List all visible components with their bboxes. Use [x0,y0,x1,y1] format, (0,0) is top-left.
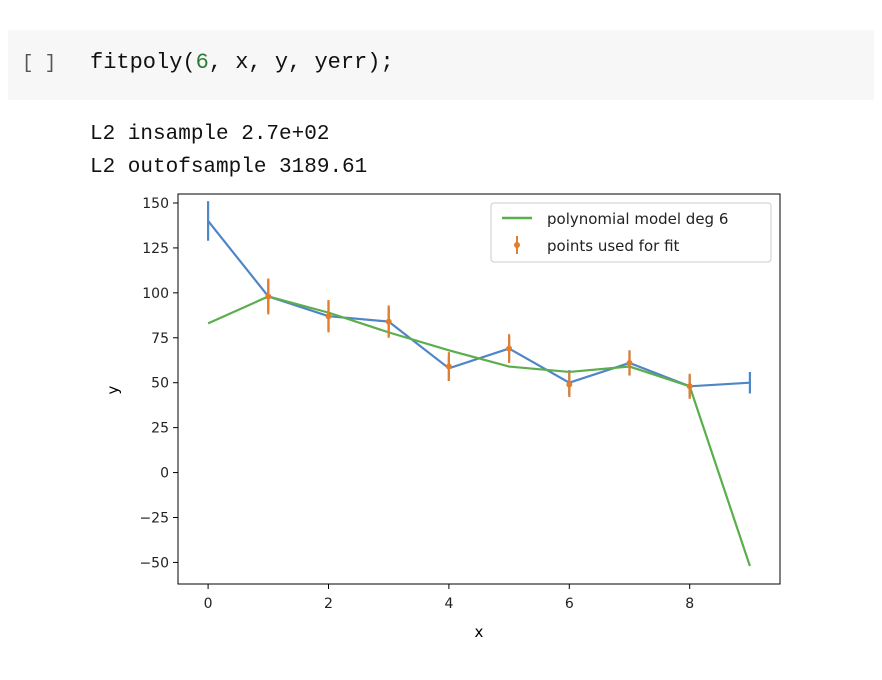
fit-point-2 [385,318,392,325]
y-tick-label-8: 150 [142,196,169,212]
model-line [207,295,751,567]
x-tick-label-4: 8 [685,596,694,612]
y-tick-label-5: 75 [151,331,169,347]
y-tick-label-4: 50 [151,376,169,392]
y-tick-label-3: 25 [151,421,169,437]
y-tick-label-6: 100 [142,286,169,302]
code-cell-input[interactable] [8,30,874,100]
fit-point-5 [566,381,573,388]
legend: polynomial model deg 6 points used for f… [490,202,772,263]
code-function: fitpoly( [90,50,196,75]
y-tick-label-2: 0 [160,466,169,482]
plot-frame [177,193,781,585]
y-axis-label: y [104,385,122,394]
x-tick-label-2: 4 [444,596,453,612]
x-tick-label-0: 0 [204,596,213,612]
x-tick-label-1: 2 [324,596,333,612]
output-line-outofsample: L2 outofsample 3189.61 [90,156,368,179]
fit-point-6 [626,359,633,366]
fit-point-4 [506,345,513,352]
y-tick-label-7: 125 [142,241,169,257]
code-line[interactable]: fitpoly(6, x, y, yerr); [90,50,394,75]
fit-point-0 [265,293,272,300]
legend-label-points: points used for fit [547,237,680,255]
cell-prompt: [ ] [22,52,57,74]
cell-output-text: L2 insample 2.7e+02 L2 outofsample 3189.6… [90,118,367,184]
code-number: 6 [195,50,209,75]
x-tick-label-3: 6 [565,596,574,612]
fit-point-1 [325,313,332,320]
y-tick-label-0: −50 [139,555,169,571]
output-line-insample: L2 insample 2.7e+02 [90,123,330,146]
fit-point-3 [445,363,452,370]
code-arguments: , x, y, yerr); [208,50,394,75]
legend-label-model: polynomial model deg 6 [547,210,728,228]
y-tick-label-1: −25 [139,511,169,527]
legend-marker-points [514,242,520,248]
legend-box [490,202,772,263]
fit-point-7 [686,383,693,390]
x-axis-label: x [475,623,484,641]
